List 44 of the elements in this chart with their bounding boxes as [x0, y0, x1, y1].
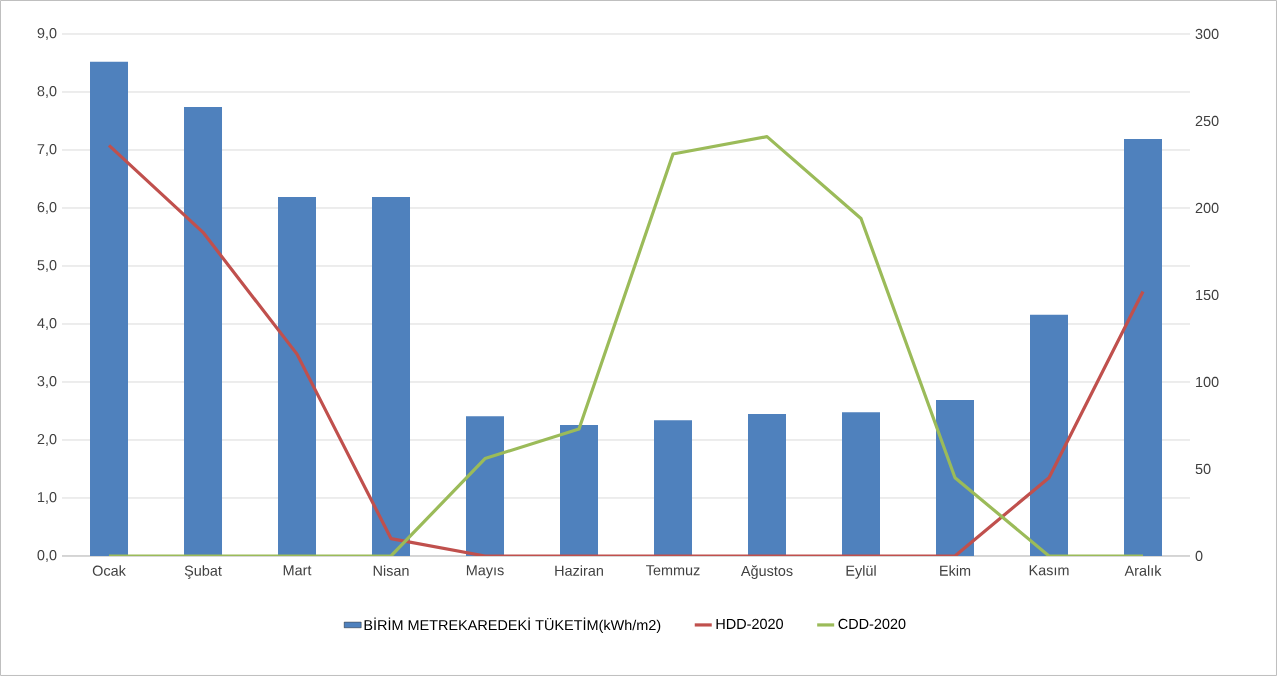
- y2-tick-label: 0: [1195, 550, 1203, 562]
- legend-label: BİRİM METREKAREDEKİ TÜKETİM(kWh/m2): [364, 617, 661, 634]
- bar: [90, 61, 129, 556]
- x-tick-label: Ocak: [92, 565, 126, 576]
- y2-tick-label: 200: [1195, 202, 1219, 214]
- y2-tick-label: 250: [1195, 115, 1219, 127]
- y-tick-label: 7,0: [37, 144, 57, 156]
- bar: [842, 412, 880, 556]
- y-tick-label: 0,0: [37, 550, 57, 562]
- bar: [748, 413, 786, 556]
- bar: [466, 416, 505, 556]
- bar: [184, 107, 223, 556]
- y2-tick-label: 100: [1196, 376, 1219, 388]
- y2-tick-label: 150: [1196, 289, 1219, 301]
- x-tick-label: Nisan: [373, 565, 409, 576]
- x-tick-label: Aralık: [1124, 565, 1162, 576]
- y-tick-label: 3,0: [37, 376, 57, 388]
- y-tick-label: 1,0: [38, 492, 57, 504]
- x-tick-label: Şubat: [184, 565, 222, 579]
- bar: [1030, 314, 1068, 556]
- x-tick-label: Mayıs: [466, 565, 504, 579]
- legend-label: CDD-2020: [838, 618, 906, 630]
- bar: [936, 399, 974, 556]
- y-tick-label: 9,0: [37, 28, 57, 40]
- x-tick-label: Kasım: [1029, 565, 1069, 576]
- bar: [278, 196, 317, 556]
- x-tick-label: Ağustos: [740, 565, 793, 579]
- y2-tick-label: 300: [1195, 28, 1219, 40]
- y-tick-label: 2,0: [37, 434, 57, 446]
- bar: [654, 420, 692, 556]
- x-tick-label: Mart: [283, 565, 312, 576]
- legend-label: HDD-2020: [716, 618, 784, 630]
- x-tick-label: Haziran: [555, 565, 603, 576]
- y2-tick-label: 50: [1195, 463, 1211, 475]
- x-tick-label: Eylül: [846, 565, 876, 579]
- bar: [1124, 138, 1162, 556]
- y-tick-label: 6,0: [37, 202, 57, 214]
- bar: [372, 196, 411, 556]
- bar: [560, 424, 599, 556]
- y-tick-label: 4,0: [37, 318, 57, 330]
- y-tick-label: 5,0: [37, 260, 57, 272]
- x-tick-label: Temmuz: [646, 565, 700, 576]
- x-tick-label: Ekim: [940, 565, 971, 576]
- y-tick-label: 8,0: [37, 86, 57, 98]
